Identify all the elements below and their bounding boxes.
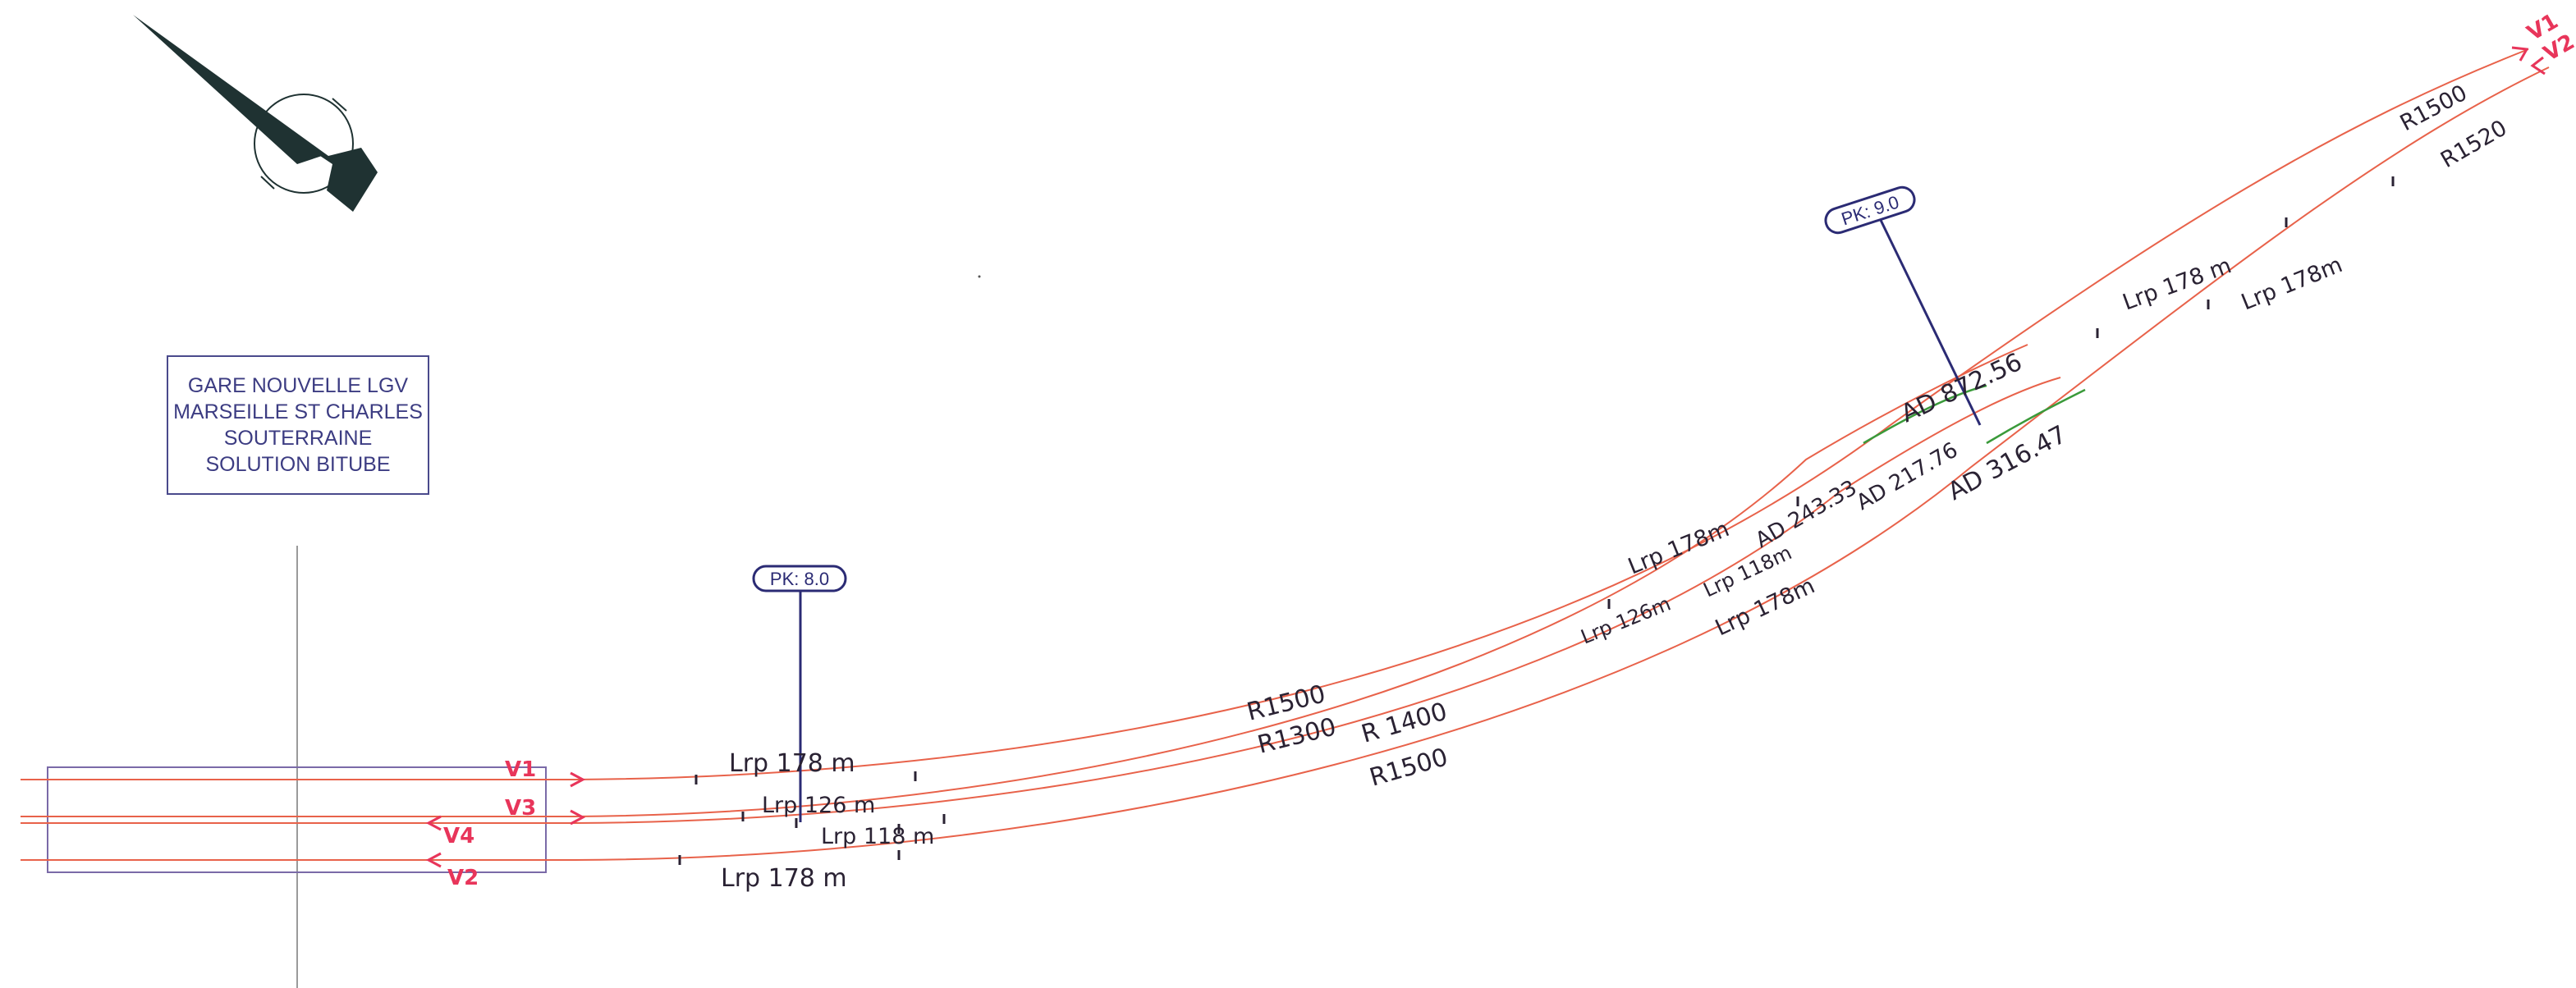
north-arrow-icon — [133, 15, 378, 212]
direction-arrow-icon — [425, 852, 442, 868]
left-track-labels: V1 V3 V4 V2 — [425, 757, 586, 890]
track-v2 — [21, 66, 2550, 861]
track-ticks — [678, 176, 2395, 865]
title-line: SOUTERRAINE — [223, 427, 373, 450]
annotation-ad: AD 243.33 — [1752, 476, 1862, 554]
track-label-v1: V1 — [505, 757, 536, 782]
annotation-lrp: Lrp 178m — [1625, 516, 1733, 579]
track-v4 — [21, 377, 2061, 824]
title-line: MARSEILLE ST CHARLES — [173, 400, 423, 423]
direction-arrow-icon — [2530, 56, 2546, 75]
stray-dot — [978, 275, 981, 278]
pk-marker-8: PK: 8.0 — [752, 565, 847, 822]
direction-arrow-icon — [425, 815, 442, 831]
annotation-radius: R1500 — [1367, 743, 1451, 792]
right-track-labels: V1 V2 — [2511, 9, 2576, 75]
green-segments — [1863, 384, 2086, 445]
annotation-lrp: Lrp 178 m — [2120, 253, 2235, 315]
title-line: SOLUTION BITUBE — [205, 453, 391, 476]
pk-label: PK: 8.0 — [770, 569, 829, 589]
direction-arrow-icon — [2511, 46, 2529, 62]
track-v3 — [21, 344, 2028, 817]
track-label-v4: V4 — [443, 824, 474, 848]
annotation-ad: AD 316.47 — [1943, 420, 2071, 506]
direction-arrow-icon — [570, 771, 586, 788]
annotation-lrp: Lrp 126 m — [762, 793, 875, 818]
annotation-radius: R 1400 — [1359, 698, 1451, 749]
title-block: GARE NOUVELLE LGV MARSEILLE ST CHARLES S… — [167, 355, 429, 495]
track-v1 — [21, 48, 2529, 780]
tracks — [21, 48, 2550, 861]
annotation-radius: R1520 — [2436, 115, 2511, 173]
track-label-v2: V2 — [447, 866, 479, 890]
title-line: GARE NOUVELLE LGV — [187, 374, 409, 397]
annotation-lrp: Lrp 126m — [1578, 592, 1674, 648]
annotation-ad: AD 872.56 — [1897, 348, 2027, 429]
track-annotations: Lrp 178 m Lrp 126 m Lrp 118 m Lrp 178 m … — [721, 80, 2511, 893]
annotation-lrp: Lrp 118 m — [821, 824, 934, 849]
direction-arrow-icon — [570, 809, 586, 826]
track-label-v3: V3 — [505, 796, 536, 821]
station-box — [47, 766, 547, 873]
annotation-lrp: Lrp 178m — [2238, 252, 2346, 315]
annotation-lrp: Lrp 178 m — [721, 864, 847, 893]
annotation-lrp: Lrp 178 m — [729, 749, 855, 778]
